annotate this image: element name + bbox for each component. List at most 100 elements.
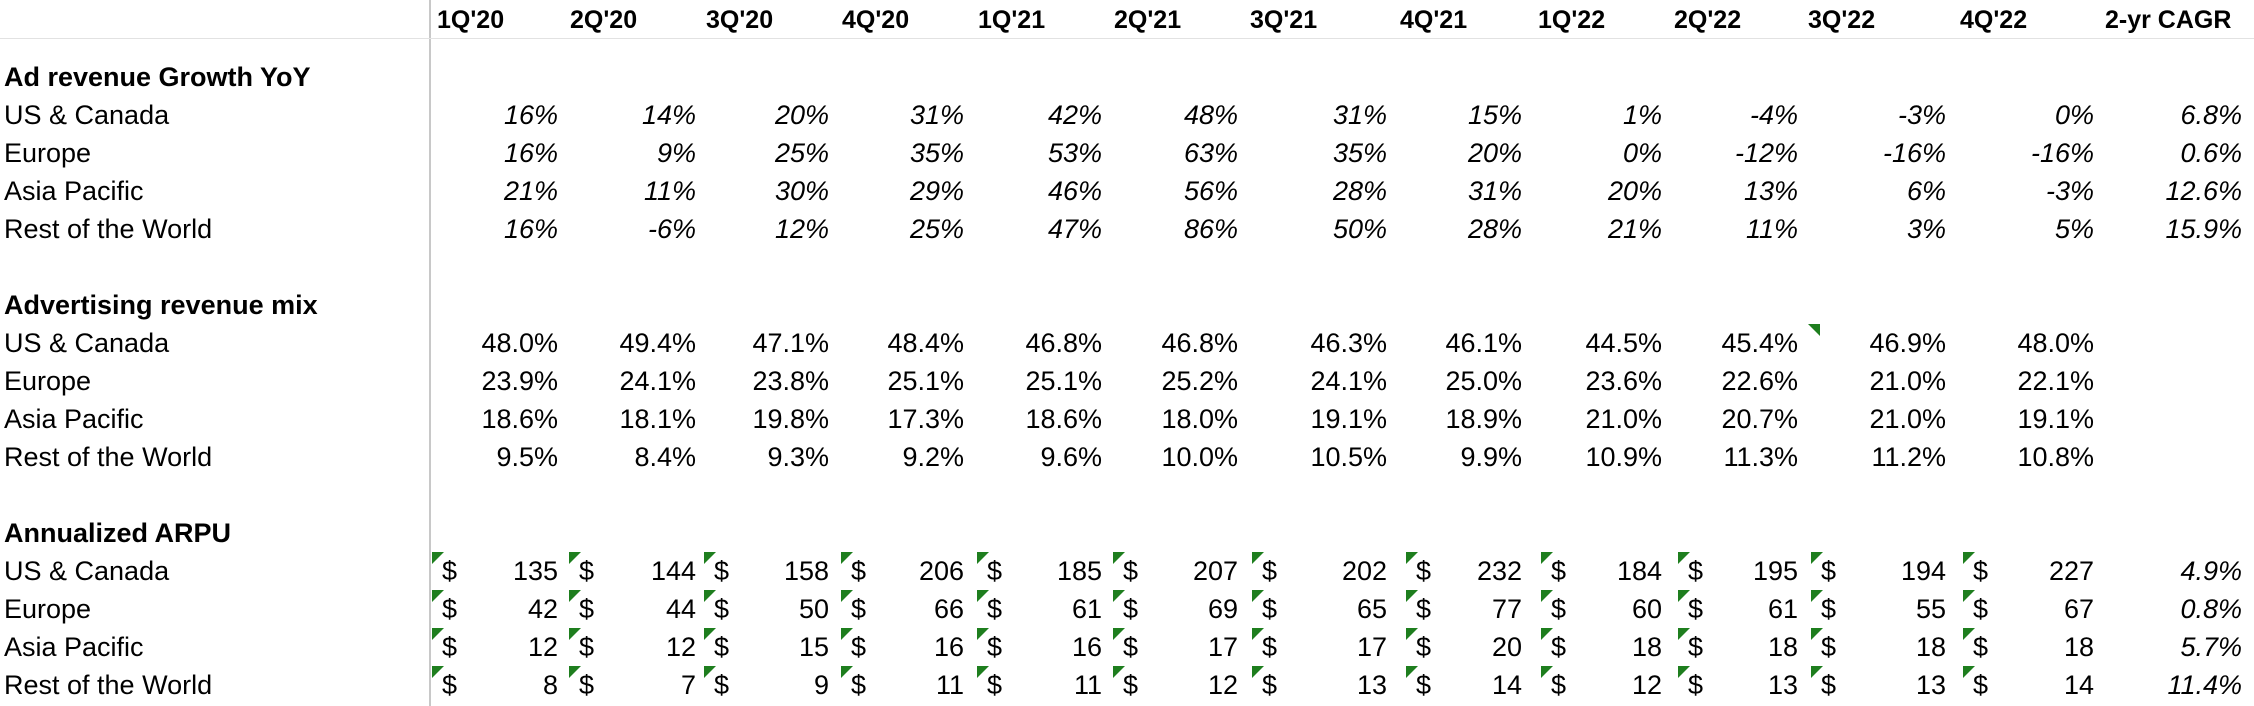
table-cell[interactable]: -16% [2030,138,2094,168]
table-cell[interactable]: 16% [503,138,558,168]
table-cell[interactable]: 22.1% [2017,366,2094,396]
table-cell[interactable]: 48% [1183,100,1238,130]
table-cell[interactable]: 67 [2063,594,2094,624]
table-cell[interactable]: 24.1% [619,366,696,396]
header-quarter[interactable]: 2Q'21 [1114,6,1182,34]
table-cell[interactable]: 8 [542,670,558,700]
table-cell[interactable]: 10.0% [1161,442,1238,472]
header-cagr[interactable]: 2-yr CAGR [2105,6,2232,34]
table-cell[interactable]: 20% [1467,138,1522,168]
table-cell[interactable]: 9 [813,670,829,700]
table-cell[interactable]: -12% [1734,138,1798,168]
table-cell[interactable]: 50% [1332,214,1387,244]
table-cell[interactable]: 42 [527,594,558,624]
cagr-cell[interactable]: 0.6% [2180,138,2242,168]
table-cell[interactable]: 16% [503,214,558,244]
table-cell[interactable]: 25.0% [1445,366,1522,396]
table-cell[interactable]: 46.8% [1161,328,1238,358]
table-cell[interactable]: 9% [656,138,696,168]
table-cell[interactable]: 185 [1056,556,1102,586]
table-cell[interactable]: 22.6% [1721,366,1798,396]
table-cell[interactable]: 25.1% [887,366,964,396]
cagr-cell[interactable]: 11.4% [2167,670,2242,700]
table-cell[interactable]: 17 [1207,632,1238,662]
table-cell[interactable]: 18.9% [1445,404,1522,434]
table-cell[interactable]: 15 [798,632,829,662]
table-cell[interactable]: 53% [1047,138,1102,168]
table-cell[interactable]: 86% [1183,214,1238,244]
table-cell[interactable]: 20% [774,100,829,130]
table-cell[interactable]: 35% [1332,138,1387,168]
table-cell[interactable]: 56% [1183,176,1238,206]
table-cell[interactable]: 0% [2054,100,2094,130]
table-cell[interactable]: 21.0% [1585,404,1662,434]
table-cell[interactable]: 7 [680,670,696,700]
table-cell[interactable]: 13% [1743,176,1798,206]
table-cell[interactable]: 19.1% [2017,404,2094,434]
table-cell[interactable]: 31% [1332,100,1387,130]
table-cell[interactable]: -16% [1882,138,1946,168]
table-cell[interactable]: 135 [512,556,558,586]
table-cell[interactable]: 9.6% [1040,442,1102,472]
table-cell[interactable]: 47.1% [752,328,829,358]
table-cell[interactable]: -4% [1749,100,1798,130]
cagr-cell[interactable]: 0.8% [2180,594,2242,624]
table-cell[interactable]: 49.4% [619,328,696,358]
cagr-cell[interactable]: 4.9% [2180,556,2242,586]
table-cell[interactable]: 29% [909,176,964,206]
table-cell[interactable]: 8.4% [634,442,696,472]
table-cell[interactable]: 46.3% [1310,328,1387,358]
table-cell[interactable]: 47% [1047,214,1102,244]
row-label[interactable]: US & Canada [4,100,170,130]
table-cell[interactable]: 35% [909,138,964,168]
row-label[interactable]: US & Canada [4,328,170,358]
table-cell[interactable]: 20.7% [1721,404,1798,434]
table-cell[interactable]: 1% [1622,100,1662,130]
table-cell[interactable]: 13 [1915,670,1946,700]
section-title[interactable]: Advertising revenue mix [4,290,318,320]
table-cell[interactable]: 15% [1467,100,1522,130]
table-cell[interactable]: 11.3% [1723,442,1798,472]
table-cell[interactable]: 44 [665,594,696,624]
table-cell[interactable]: 61 [1767,594,1798,624]
table-cell[interactable]: 18.6% [481,404,558,434]
header-quarter[interactable]: 3Q'21 [1250,6,1318,34]
table-cell[interactable]: -3% [1897,100,1946,130]
table-cell[interactable]: 16 [933,632,964,662]
table-cell[interactable]: 69 [1207,594,1238,624]
table-cell[interactable]: 184 [1616,556,1662,586]
cagr-cell[interactable]: 12.6% [2165,176,2242,206]
table-cell[interactable]: 16 [1071,632,1102,662]
table-cell[interactable]: 46.9% [1869,328,1946,358]
section-title[interactable]: Annualized ARPU [4,518,232,548]
cagr-cell[interactable]: 5.7% [2180,632,2242,662]
header-quarter[interactable]: 4Q'21 [1400,6,1468,34]
table-cell[interactable]: 12 [1207,670,1238,700]
table-cell[interactable]: 18.0% [1161,404,1238,434]
table-cell[interactable]: 18 [1915,632,1946,662]
table-cell[interactable]: 11% [643,176,696,206]
table-cell[interactable]: 50 [798,594,829,624]
row-label[interactable]: Europe [4,138,92,168]
table-cell[interactable]: 14 [1491,670,1522,700]
section-title[interactable]: Ad revenue Growth YoY [4,62,311,92]
table-cell[interactable]: 232 [1476,556,1522,586]
header-quarter[interactable]: 3Q'22 [1808,6,1876,34]
row-label[interactable]: Asia Pacific [4,176,144,206]
table-cell[interactable]: 48.0% [2017,328,2094,358]
table-cell[interactable]: 23.9% [481,366,558,396]
table-cell[interactable]: 206 [918,556,964,586]
table-cell[interactable]: 13 [1767,670,1798,700]
table-cell[interactable]: 0% [1622,138,1662,168]
header-quarter[interactable]: 3Q'20 [706,6,774,34]
row-label[interactable]: Europe [4,366,92,396]
table-cell[interactable]: 9.9% [1460,442,1522,472]
header-quarter[interactable]: 4Q'22 [1960,6,2028,34]
table-cell[interactable]: 28% [1467,214,1522,244]
table-cell[interactable]: 46.1% [1445,328,1522,358]
row-label[interactable]: Asia Pacific [4,632,144,662]
table-cell[interactable]: 19.1% [1310,404,1387,434]
header-quarter[interactable]: 2Q'22 [1674,6,1742,34]
table-cell[interactable]: 18 [1631,632,1662,662]
table-cell[interactable]: 202 [1341,556,1387,586]
